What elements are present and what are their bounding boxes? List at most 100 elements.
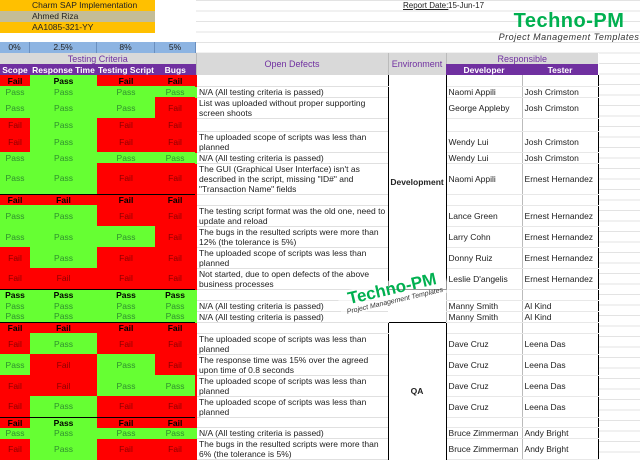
- response-time-cell: Pass: [30, 163, 97, 194]
- tolerance-scope: 0%: [0, 42, 30, 53]
- testing-script-cell: Fail: [97, 131, 155, 152]
- response-time-cell: Pass: [30, 131, 97, 152]
- bugs-cell: Fail: [155, 354, 197, 375]
- table-row: Fail Pass Fail Fail The uploaded scope of sc…: [0, 131, 599, 153]
- developer-cell: [445, 75, 523, 87]
- scope-cell: Fail: [0, 416, 30, 428]
- bugs-cell: Pass: [155, 311, 197, 322]
- table-row: Pass Pass Pass Fail List was uploaded withou…: [0, 97, 599, 119]
- open-defect-cell: The bugs in the resulted scripts were mo…: [195, 226, 389, 248]
- scope-cell: Pass: [0, 311, 30, 322]
- response-time-cell: Fail: [30, 268, 97, 289]
- testing-script-cell: Pass: [97, 226, 155, 247]
- testing-script-cell: Pass: [97, 427, 155, 439]
- scope-cell: Fail: [0, 396, 30, 417]
- tester-cell: [521, 416, 599, 428]
- scope-cell: Pass: [0, 300, 30, 311]
- testing-script-cell: Fail: [97, 396, 155, 417]
- bugs-cell: Fail: [155, 226, 197, 247]
- response-time-cell: Fail: [30, 321, 97, 333]
- response-time-cell: Pass: [30, 311, 97, 322]
- project-name: Charm SAP Implementation: [0, 0, 196, 11]
- developer-cell: Wendy Lui: [445, 152, 523, 164]
- tolerance-script: 8%: [97, 42, 155, 53]
- open-defect-cell: The GUI (Graphical User Interface) isn't…: [195, 163, 389, 195]
- bugs-cell: Fail: [155, 416, 197, 428]
- tester-cell: [521, 118, 599, 132]
- open-defect-cell: [195, 321, 389, 334]
- scope-cell: Pass: [0, 163, 30, 194]
- bugs-cell: Fail: [155, 247, 197, 268]
- summary-row: Fail Pass Fail Fail: [0, 416, 599, 428]
- report-date: 15-Jun-17: [448, 1, 485, 10]
- bugs-cell: Pass: [155, 86, 197, 97]
- developer-cell: Leslie D'angelis: [445, 268, 523, 290]
- testing-script-cell: Fail: [97, 163, 155, 194]
- table-row: Pass Pass Fail Fail The testing script forma…: [0, 205, 599, 227]
- open-defect-cell: [195, 416, 389, 428]
- response-time-cell: Pass: [30, 205, 97, 226]
- open-defect-cell: The uploaded scope of scripts was less t…: [195, 131, 389, 153]
- summary-row: Pass Pass Pass Pass: [0, 288, 599, 301]
- bugs-cell: Fail: [155, 118, 197, 131]
- table-row: Fail Pass Fail Fail The uploaded scope of sc…: [0, 396, 599, 418]
- developer-cell: Naomi Appili: [445, 86, 523, 98]
- report-date-label: Report Date:: [403, 1, 449, 10]
- scope-cell: Fail: [0, 118, 30, 131]
- tester-cell: Josh Crimston: [521, 86, 599, 98]
- scope-cell: Fail: [0, 75, 30, 86]
- tester-cell: [521, 288, 599, 301]
- open-defect-cell: List was uploaded without proper support…: [195, 97, 389, 119]
- project-code: AA1085-321-YY: [0, 22, 196, 33]
- testing-criteria-header: Testing Criteria: [0, 53, 197, 64]
- summary-row: Fail Fail Fail Fail QA: [0, 321, 599, 460]
- scope-cell: Pass: [0, 152, 30, 163]
- table-row: Fail Fail Fail Fail Not started, due to open…: [0, 268, 599, 290]
- developer-cell: Bruce Zimmerman: [445, 427, 523, 439]
- environment-header: Environment: [387, 53, 447, 75]
- scope-cell: Pass: [0, 354, 30, 375]
- developer-cell: Dave Cruz: [445, 354, 523, 376]
- scope-header: Scope: [0, 64, 30, 75]
- scope-cell: Fail: [0, 193, 30, 205]
- tester-cell: Leena Das: [521, 396, 599, 418]
- table-row: Pass Pass Fail Fail The GUI (Graphical User …: [0, 163, 599, 195]
- testing-script-cell: Fail: [97, 333, 155, 354]
- open-defect-cell: The bugs in the resulted scripts were mo…: [195, 438, 389, 460]
- bugs-cell: Fail: [155, 75, 197, 86]
- open-defect-cell: The uploaded scope of scripts was less t…: [195, 396, 389, 418]
- testing-script-header: Testing Script: [97, 64, 155, 75]
- table-row: Pass Pass Pass Pass N/A (All testing criteri…: [0, 311, 599, 323]
- open-defect-cell: [195, 118, 389, 132]
- scope-cell: Pass: [0, 86, 30, 97]
- tester-cell: Ernest Hernandez: [521, 268, 599, 290]
- tester-cell: Andy Bright: [521, 438, 599, 460]
- table-row: Pass Pass Pass Pass N/A (All testing criteri…: [0, 152, 599, 164]
- scope-cell: Fail: [0, 247, 30, 268]
- testing-script-cell: Fail: [97, 321, 155, 333]
- response-time-cell: Pass: [30, 333, 97, 354]
- bugs-cell: Fail: [155, 268, 197, 289]
- tester-cell: [521, 193, 599, 206]
- testing-script-cell: Pass: [97, 152, 155, 163]
- developer-cell: Dave Cruz: [445, 375, 523, 397]
- open-defect-cell: N/A (All testing criteria is passed): [195, 427, 389, 439]
- tester-cell: Leena Das: [521, 333, 599, 355]
- bugs-cell: Fail: [155, 131, 197, 152]
- scope-cell: Fail: [0, 321, 30, 333]
- open-defects-header: Open Defects: [195, 53, 389, 75]
- table-row: Pass Pass Pass Fail The bugs in the resulted…: [0, 226, 599, 248]
- table-row: Fail Fail Pass Pass The uploaded scope of sc…: [0, 375, 599, 397]
- developer-cell: Manny Smith: [445, 300, 523, 312]
- tester-cell: Ernest Hernandez: [521, 205, 599, 227]
- scope-cell: Fail: [0, 131, 30, 152]
- open-defect-cell: [195, 75, 389, 87]
- response-time-cell: Pass: [30, 288, 97, 300]
- summary-row: Fail Pass Fail Fail Development: [0, 75, 599, 289]
- tester-cell: Leena Das: [521, 354, 599, 376]
- tolerance-bugs: 5%: [155, 42, 196, 53]
- bugs-cell: Fail: [155, 97, 197, 118]
- project-info: Charm SAP Implementation Ahmed Riza AA10…: [0, 0, 196, 43]
- tester-cell: Josh Crimston: [521, 97, 599, 119]
- response-time-cell: Pass: [30, 152, 97, 163]
